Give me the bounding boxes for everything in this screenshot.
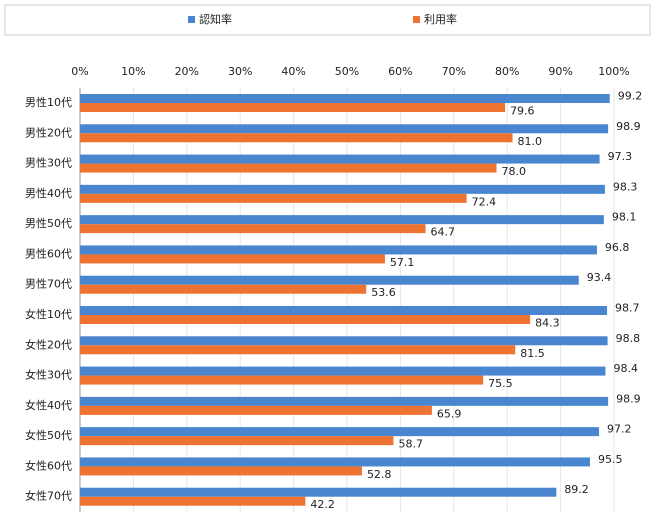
x-tick-label: 100% [598,65,629,78]
bar [80,184,605,194]
x-tick-label: 60% [388,65,412,78]
x-tick-label: 80% [495,65,519,78]
y-tick-label: 男性60代 [25,246,72,260]
legend-label: 認知率 [199,12,232,26]
value-label: 97.2 [607,423,632,436]
bar [80,306,608,315]
value-label: 53.6 [371,286,396,299]
legend-label: 利用率 [424,12,457,26]
legend-swatch [413,16,420,23]
value-label: 57.1 [390,256,415,269]
bar [80,254,385,264]
bar [80,496,306,506]
x-tick-label: 70% [442,65,466,78]
bar [80,154,600,164]
bar [80,405,432,415]
y-tick-label: 女性50代 [25,428,72,442]
x-tick-label: 20% [175,65,199,78]
y-tick-label: 男性70代 [25,277,72,291]
y-tick-label: 女性10代 [25,307,72,321]
value-label: 96.8 [605,241,630,254]
value-label: 89.2 [564,483,589,496]
value-label: 42.2 [310,498,335,511]
bar [80,193,467,203]
value-label: 98.4 [613,362,638,375]
value-label: 81.5 [520,347,545,360]
bar [80,375,484,385]
y-tick-label: 男性10代 [25,95,72,109]
bar [80,457,590,467]
value-label: 72.4 [472,195,497,208]
bar [80,245,597,255]
bar [80,103,506,112]
bar [80,124,609,134]
value-label: 78.0 [502,165,527,178]
value-label: 75.5 [488,377,513,390]
bar [80,133,513,143]
bar [80,466,362,476]
y-tick-label: 女性30代 [25,368,72,382]
y-tick-label: 女性40代 [25,398,72,412]
bar [80,345,516,355]
bar [80,215,604,225]
value-label: 98.1 [612,211,637,224]
bar [80,275,579,285]
bar [80,284,367,294]
value-label: 98.9 [616,120,641,133]
value-label: 52.8 [367,468,392,481]
y-tick-label: 女性70代 [25,489,72,503]
value-label: 79.6 [510,105,534,118]
value-label: 81.0 [518,135,543,148]
x-tick-label: 90% [548,65,572,78]
value-label: 98.9 [616,392,641,405]
bar [80,94,610,103]
value-label: 93.4 [587,271,612,284]
value-label: 58.7 [398,438,423,451]
value-label: 97.3 [608,150,633,163]
value-label: 65.9 [437,407,462,420]
value-label: 84.3 [535,317,560,330]
legend-box [4,4,651,36]
y-tick-label: 女性20代 [25,337,72,351]
legend-swatch [188,16,195,23]
bar [80,427,600,437]
y-tick-label: 男性50代 [25,216,72,230]
bar [80,315,531,324]
value-label: 98.8 [616,332,641,345]
bar [80,366,606,376]
bar [80,396,609,406]
bar [80,487,557,497]
y-tick-label: 男性20代 [25,125,72,139]
bar [80,163,497,173]
x-tick-label: 40% [281,65,305,78]
value-label: 99.2 [618,90,643,103]
value-label: 95.5 [598,453,623,466]
bar [80,224,426,234]
y-tick-label: 女性60代 [25,458,72,472]
bar [80,436,394,446]
value-label: 98.7 [615,302,640,315]
value-label: 64.7 [430,226,455,239]
x-tick-label: 30% [228,65,252,78]
x-tick-label: 0% [71,65,88,78]
x-tick-label: 50% [335,65,359,78]
bar [80,336,608,346]
y-tick-label: 男性30代 [25,156,72,170]
y-tick-label: 男性40代 [25,186,72,200]
x-tick-label: 10% [121,65,145,78]
value-label: 98.3 [613,180,638,193]
